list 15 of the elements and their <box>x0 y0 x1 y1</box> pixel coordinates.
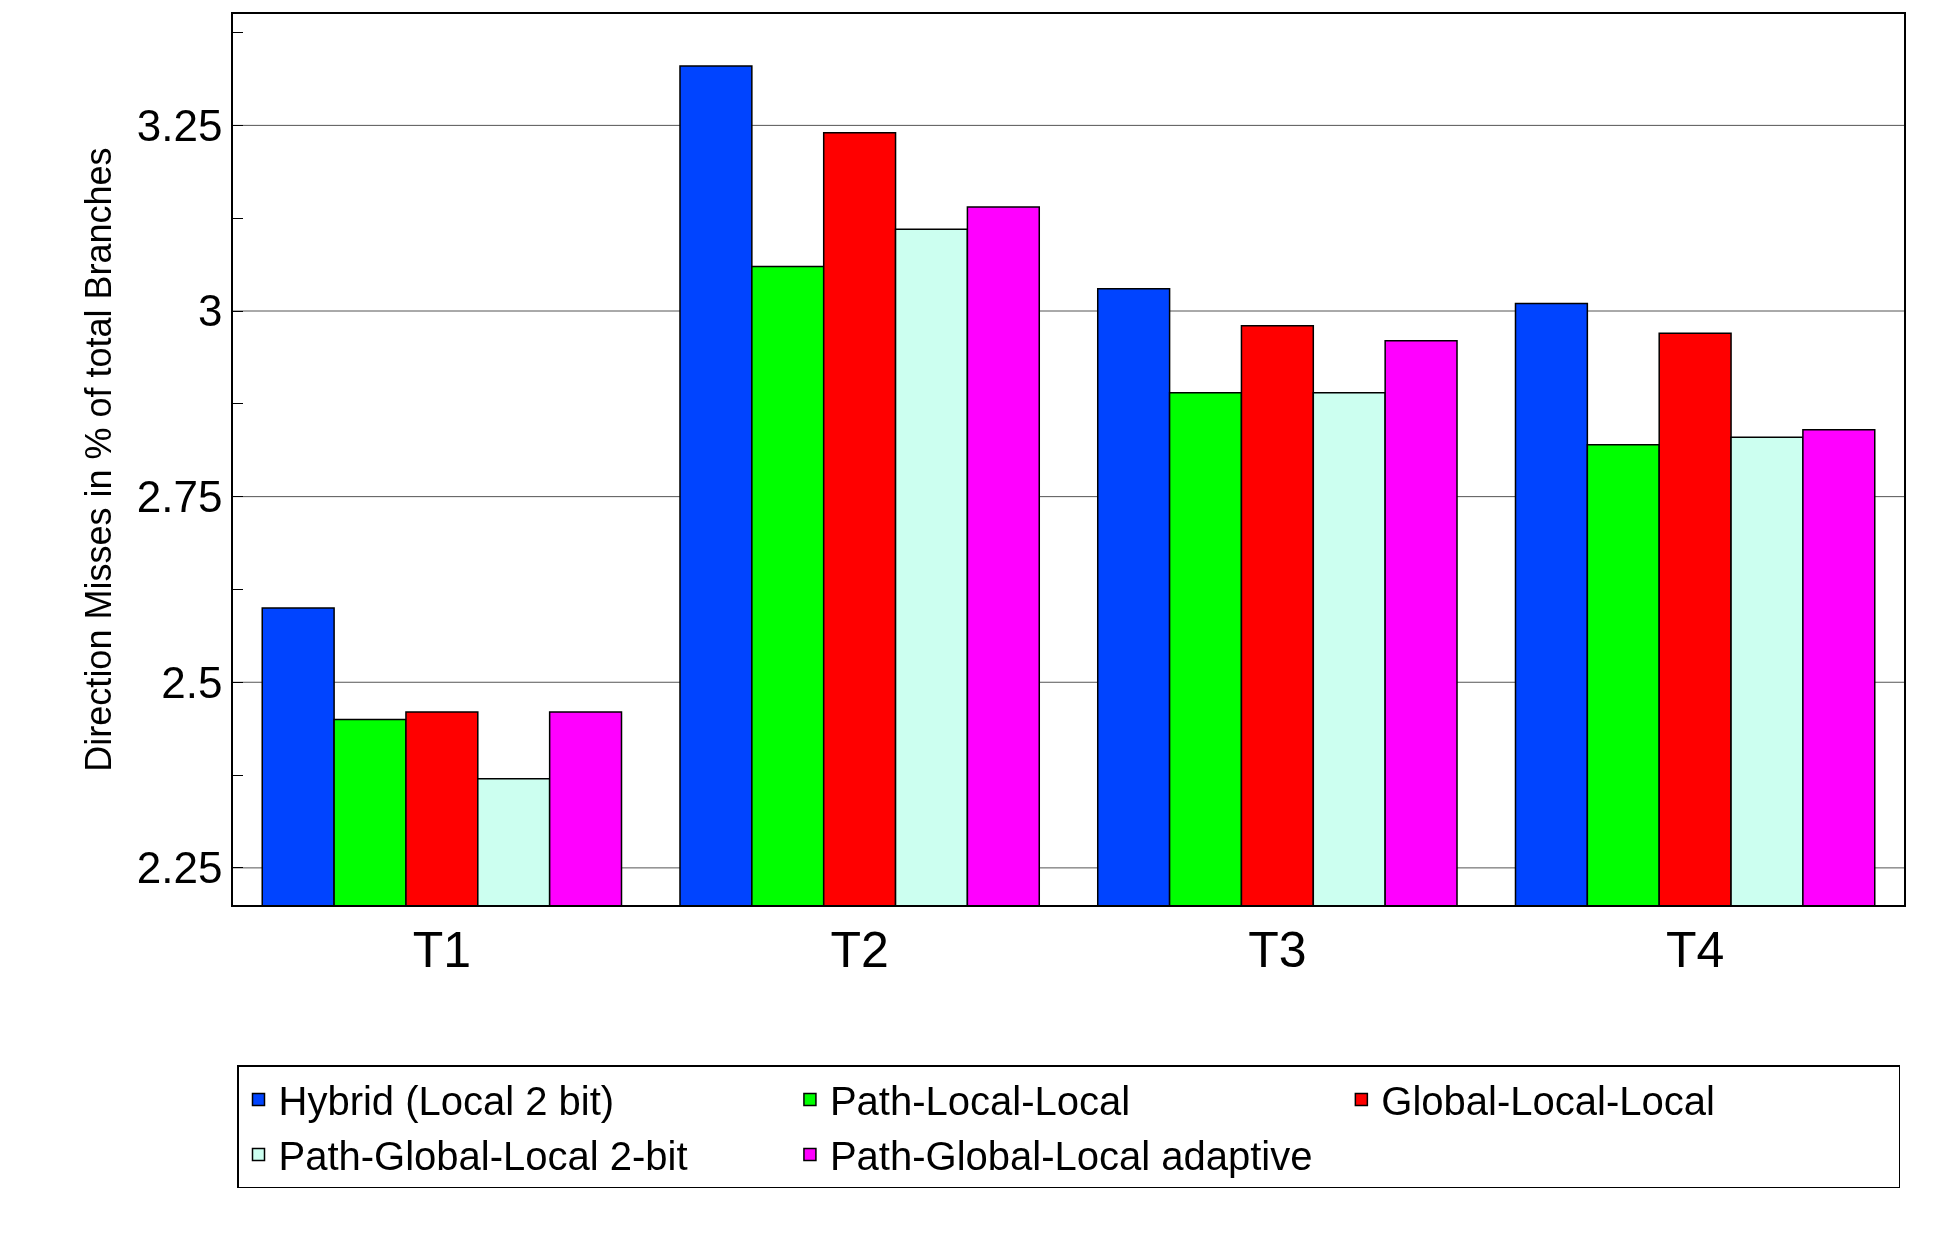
x-tick-label: T1 <box>412 921 472 978</box>
y-tick-label: 2.25 <box>136 843 223 893</box>
x-tick-label: T3 <box>1248 921 1307 978</box>
legend-label: Path-Global-Local adaptive <box>829 1133 1313 1178</box>
x-tick-label: T4 <box>1665 921 1725 978</box>
y-tick-label: 3.25 <box>136 100 223 150</box>
y-tick-label: 3 <box>197 286 223 336</box>
legend-label: Path-Local-Local <box>829 1078 1131 1123</box>
legend-label: Hybrid (Local 2 bit) <box>278 1078 615 1123</box>
legend-label: Global-Local-Local <box>1381 1078 1715 1123</box>
y-tick-label: 2.5 <box>161 657 223 707</box>
x-tick-label: T2 <box>830 921 889 978</box>
legend-label: Path-Global-Local 2-bit <box>278 1133 688 1178</box>
y-axis-title: Direction Misses in % of total Branches <box>78 147 120 772</box>
y-tick-label: 2.75 <box>136 472 223 522</box>
